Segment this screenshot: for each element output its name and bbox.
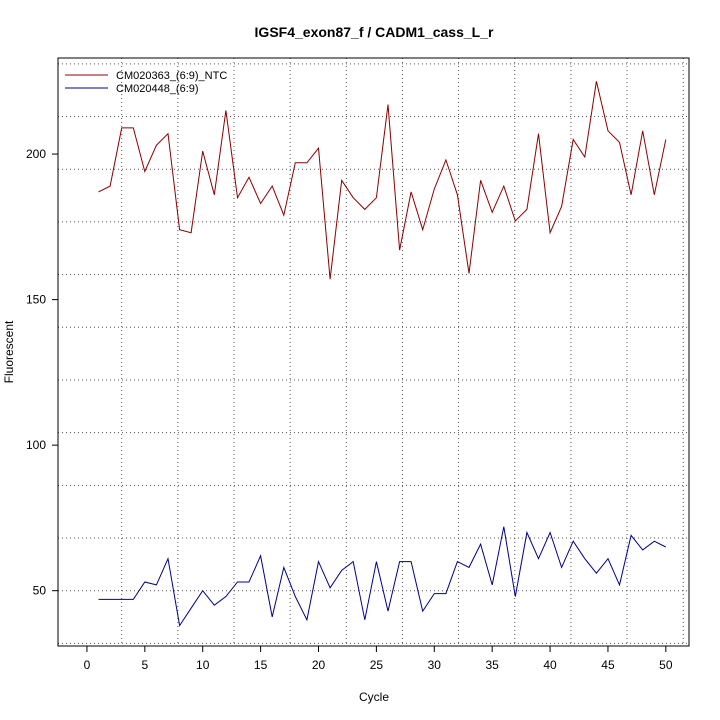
x-tick-label: 15 (254, 658, 268, 672)
x-tick-label: 5 (141, 658, 148, 672)
x-axis: 0 5 10 15 20 25 30 35 40 45 50 (84, 645, 673, 672)
series-line-2 (98, 526, 667, 627)
x-tick-label: 10 (196, 658, 210, 672)
x-tick-label: 0 (84, 658, 91, 672)
x-tick-label: 45 (601, 658, 615, 672)
x-tick-label: 50 (659, 658, 673, 672)
legend-label-1: CM020363_(6:9)_NTC (116, 70, 227, 82)
x-tick-label: 35 (485, 658, 499, 672)
x-tick-label: 40 (543, 658, 557, 672)
x-tick-label: 30 (428, 658, 442, 672)
y-tick-label: 50 (33, 584, 47, 598)
series-layer (98, 81, 667, 627)
x-tick-label: 25 (370, 658, 384, 672)
y-axis: 50 100 150 200 (26, 147, 59, 598)
series-line-1 (98, 81, 667, 280)
x-tick-label: 20 (312, 658, 326, 672)
legend-label-2: CM020448_(6:9) (116, 83, 199, 95)
x-axis-title: Cycle (359, 690, 389, 704)
y-axis-title: Fluorescent (2, 320, 16, 383)
y-tick-label: 200 (26, 147, 46, 161)
y-tick-label: 100 (26, 438, 46, 452)
chart-title: IGSF4_exon87_f / CADM1_cass_L_r (255, 24, 494, 40)
y-tick-label: 150 (26, 293, 46, 307)
